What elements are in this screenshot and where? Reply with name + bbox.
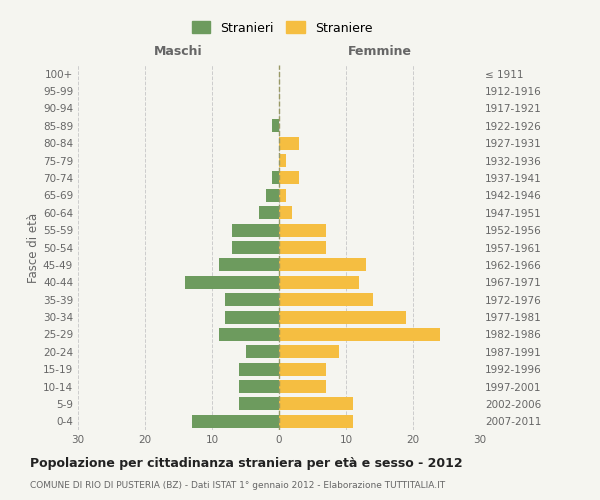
Bar <box>279 189 286 202</box>
Bar <box>192 415 279 428</box>
Bar <box>245 346 279 358</box>
Bar <box>279 398 353 410</box>
Bar <box>218 258 279 272</box>
Legend: Stranieri, Straniere: Stranieri, Straniere <box>187 16 377 40</box>
Bar <box>239 362 279 376</box>
Text: Popolazione per cittadinanza straniera per età e sesso - 2012: Popolazione per cittadinanza straniera p… <box>30 458 463 470</box>
Bar <box>279 293 373 306</box>
Bar <box>279 276 359 289</box>
Bar <box>279 380 326 393</box>
Bar <box>279 154 286 167</box>
Bar <box>239 380 279 393</box>
Bar <box>272 120 279 132</box>
Bar <box>226 293 279 306</box>
Bar <box>279 415 353 428</box>
Bar <box>279 172 299 184</box>
Bar <box>272 172 279 184</box>
Text: Femmine: Femmine <box>347 44 412 58</box>
Bar <box>279 241 326 254</box>
Bar <box>239 398 279 410</box>
Bar <box>218 328 279 341</box>
Bar <box>279 362 326 376</box>
Bar <box>279 328 440 341</box>
Bar <box>266 189 279 202</box>
Bar <box>279 206 292 220</box>
Bar <box>279 224 326 236</box>
Bar <box>226 310 279 324</box>
Bar <box>279 136 299 149</box>
Text: COMUNE DI RIO DI PUSTERIA (BZ) - Dati ISTAT 1° gennaio 2012 - Elaborazione TUTTI: COMUNE DI RIO DI PUSTERIA (BZ) - Dati IS… <box>30 481 445 490</box>
Bar <box>279 310 406 324</box>
Text: Maschi: Maschi <box>154 44 203 58</box>
Bar <box>279 346 340 358</box>
Bar <box>279 258 366 272</box>
Bar <box>232 241 279 254</box>
Y-axis label: Fasce di età: Fasce di età <box>27 212 40 282</box>
Bar <box>232 224 279 236</box>
Y-axis label: Anni di nascita: Anni di nascita <box>598 204 600 291</box>
Bar <box>185 276 279 289</box>
Bar <box>259 206 279 220</box>
